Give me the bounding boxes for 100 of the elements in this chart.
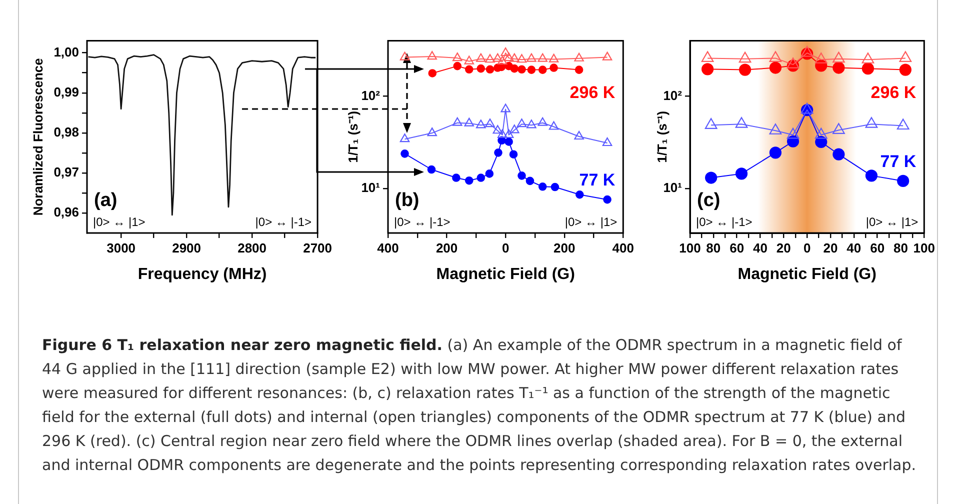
y-tick-label: 1,00 xyxy=(54,44,79,60)
x-tick-label: 200 xyxy=(436,240,458,256)
point xyxy=(464,118,474,126)
series-label: 77 K xyxy=(579,170,616,190)
x-tick-label: 80 xyxy=(894,240,908,256)
point xyxy=(452,117,462,126)
x-axis-title: Frequency (MHz) xyxy=(138,266,267,283)
x-tick-label: 200 xyxy=(554,240,576,256)
point xyxy=(526,53,536,62)
point xyxy=(786,128,800,139)
x-tick-label: 3000 xyxy=(106,240,136,256)
point xyxy=(814,128,828,139)
point xyxy=(574,130,584,140)
point xyxy=(538,53,548,62)
point xyxy=(486,65,494,74)
point xyxy=(602,137,612,146)
point xyxy=(800,46,814,57)
point xyxy=(400,150,409,158)
x-tick-label: 40 xyxy=(846,240,862,256)
point xyxy=(896,118,910,130)
point xyxy=(814,52,828,64)
point xyxy=(548,54,559,62)
annotation: (c) xyxy=(697,190,720,211)
point xyxy=(786,135,800,148)
y-axis-title: 1/T₁ (s⁻¹) xyxy=(345,110,360,163)
x-tick-label: 0 xyxy=(803,240,811,256)
point xyxy=(504,52,514,62)
x-tick-label: 20 xyxy=(823,240,838,256)
y-axis-title: 1/T₁ (s⁻¹) xyxy=(654,110,670,163)
point xyxy=(526,120,536,128)
point xyxy=(453,62,462,70)
point xyxy=(452,52,462,62)
point xyxy=(464,56,474,64)
point xyxy=(786,58,800,68)
point xyxy=(702,63,714,76)
x-tick-label: 100 xyxy=(913,240,936,256)
point xyxy=(832,52,845,63)
point xyxy=(832,148,845,160)
point xyxy=(492,125,503,134)
point xyxy=(704,118,718,129)
point xyxy=(427,50,437,60)
annotation: |0> ↔ |-1> xyxy=(394,215,450,229)
point xyxy=(769,146,782,159)
y-tick-label: 10² xyxy=(361,88,381,103)
x-tick-label: 80 xyxy=(706,240,721,256)
point xyxy=(815,136,828,148)
series-label: 296 K xyxy=(570,82,616,102)
point xyxy=(516,54,527,63)
point xyxy=(576,190,584,199)
point xyxy=(527,66,536,74)
x-tick-label: 20 xyxy=(776,240,791,256)
point xyxy=(518,65,526,74)
point xyxy=(485,170,494,178)
point xyxy=(518,172,526,180)
point xyxy=(602,52,612,60)
point xyxy=(509,150,518,159)
point xyxy=(400,134,410,142)
point xyxy=(538,66,547,74)
point xyxy=(516,118,527,128)
point xyxy=(832,62,845,74)
point xyxy=(504,129,514,138)
point xyxy=(400,52,410,60)
annotation: |0> ↔ |1> xyxy=(866,215,918,229)
point xyxy=(550,182,560,192)
point xyxy=(485,54,495,63)
point xyxy=(862,62,874,75)
y-tick-label: 0,97 xyxy=(54,164,79,180)
annotation: (b) xyxy=(395,190,420,211)
x-tick-label: 40 xyxy=(753,240,768,256)
y-tick-label: 0,98 xyxy=(54,124,79,140)
point xyxy=(735,117,748,128)
point xyxy=(769,51,782,62)
point xyxy=(476,64,486,73)
x-tick-label: 60 xyxy=(730,240,744,256)
x-tick-label: 2800 xyxy=(238,240,267,256)
point xyxy=(497,129,508,138)
y-tick-label: 10¹ xyxy=(663,180,682,196)
point xyxy=(705,172,718,184)
annotation: |0> ↔ |-1> xyxy=(696,215,752,229)
point xyxy=(832,123,845,134)
point xyxy=(526,176,534,186)
point xyxy=(899,51,912,62)
point xyxy=(497,56,508,64)
point xyxy=(476,120,486,128)
point xyxy=(548,121,559,130)
text: Figure 6 T₁ relaxation near zero magnetic field. xyxy=(42,336,442,354)
annotation: (a) xyxy=(94,190,118,211)
point xyxy=(574,66,584,74)
point xyxy=(769,62,782,74)
point xyxy=(865,170,878,182)
x-tick-label: 100 xyxy=(679,240,701,256)
point xyxy=(500,47,510,56)
point xyxy=(899,64,912,76)
point xyxy=(701,51,714,62)
point xyxy=(800,102,814,114)
point xyxy=(452,174,460,182)
point xyxy=(427,165,436,174)
point xyxy=(427,127,437,136)
y-tick-label: 10² xyxy=(663,88,683,103)
x-tick-label: 60 xyxy=(870,240,885,256)
